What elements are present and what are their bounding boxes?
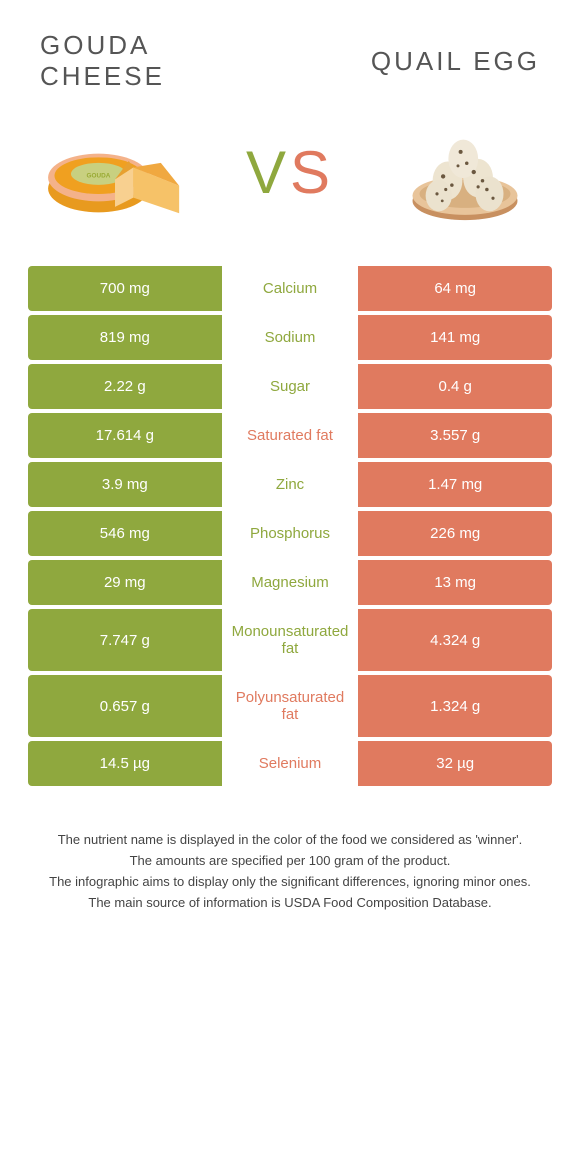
footer-line: The amounts are specified per 100 gram o…: [30, 851, 550, 872]
vs-label: VS: [246, 138, 334, 207]
images-row: GOUDA VS: [0, 102, 580, 262]
right-value-cell: 0.4 g: [358, 364, 552, 409]
right-value-cell: 3.557 g: [358, 413, 552, 458]
nutrient-label-cell: Saturated fat: [222, 413, 359, 458]
vs-s: S: [290, 139, 334, 206]
vs-v: V: [246, 139, 290, 206]
header: GOUDACHEESE QUAIL EGG: [0, 0, 580, 102]
table-row: 700 mgCalcium64 mg: [28, 266, 552, 311]
quail-egg-image: [390, 112, 540, 232]
table-row: 819 mgSodium141 mg: [28, 315, 552, 360]
footer-line: The main source of information is USDA F…: [30, 893, 550, 914]
gouda-cheese-image: GOUDA: [40, 112, 190, 232]
table-row: 7.747 gMonounsaturated fat4.324 g: [28, 609, 552, 671]
left-value-cell: 2.22 g: [28, 364, 222, 409]
left-value-cell: 14.5 µg: [28, 741, 222, 786]
nutrient-label-cell: Polyunsaturated fat: [222, 675, 359, 737]
table-row: 29 mgMagnesium13 mg: [28, 560, 552, 605]
footer-line: The nutrient name is displayed in the co…: [30, 830, 550, 851]
table-row: 2.22 gSugar0.4 g: [28, 364, 552, 409]
nutrient-label-cell: Phosphorus: [222, 511, 359, 556]
svg-text:GOUDA: GOUDA: [87, 173, 111, 180]
right-value-cell: 1.324 g: [358, 675, 552, 737]
left-value-cell: 3.9 mg: [28, 462, 222, 507]
left-value-cell: 0.657 g: [28, 675, 222, 737]
table-row: 546 mgPhosphorus226 mg: [28, 511, 552, 556]
right-value-cell: 13 mg: [358, 560, 552, 605]
table-row: 17.614 gSaturated fat3.557 g: [28, 413, 552, 458]
nutrient-label-cell: Calcium: [222, 266, 359, 311]
left-value-cell: 819 mg: [28, 315, 222, 360]
left-value-cell: 7.747 g: [28, 609, 222, 671]
comparison-table-wrap: 700 mgCalcium64 mg819 mgSodium141 mg2.22…: [0, 262, 580, 790]
left-value-cell: 546 mg: [28, 511, 222, 556]
right-value-cell: 32 µg: [358, 741, 552, 786]
nutrient-label-cell: Sugar: [222, 364, 359, 409]
nutrient-label-cell: Magnesium: [222, 560, 359, 605]
table-row: 3.9 mgZinc1.47 mg: [28, 462, 552, 507]
comparison-table: 700 mgCalcium64 mg819 mgSodium141 mg2.22…: [28, 262, 552, 790]
right-value-cell: 1.47 mg: [358, 462, 552, 507]
footer-notes: The nutrient name is displayed in the co…: [0, 790, 580, 933]
nutrient-label-cell: Sodium: [222, 315, 359, 360]
table-row: 0.657 gPolyunsaturated fat1.324 g: [28, 675, 552, 737]
right-value-cell: 64 mg: [358, 266, 552, 311]
nutrient-label-cell: Selenium: [222, 741, 359, 786]
right-value-cell: 226 mg: [358, 511, 552, 556]
table-row: 14.5 µgSelenium32 µg: [28, 741, 552, 786]
right-value-cell: 4.324 g: [358, 609, 552, 671]
left-food-title: GOUDACHEESE: [40, 30, 240, 92]
nutrient-label-cell: Monounsaturated fat: [222, 609, 359, 671]
right-food-title: QUAIL EGG: [340, 46, 540, 77]
footer-line: The infographic aims to display only the…: [30, 872, 550, 893]
left-value-cell: 29 mg: [28, 560, 222, 605]
nutrient-label-cell: Zinc: [222, 462, 359, 507]
right-value-cell: 141 mg: [358, 315, 552, 360]
left-value-cell: 17.614 g: [28, 413, 222, 458]
left-value-cell: 700 mg: [28, 266, 222, 311]
